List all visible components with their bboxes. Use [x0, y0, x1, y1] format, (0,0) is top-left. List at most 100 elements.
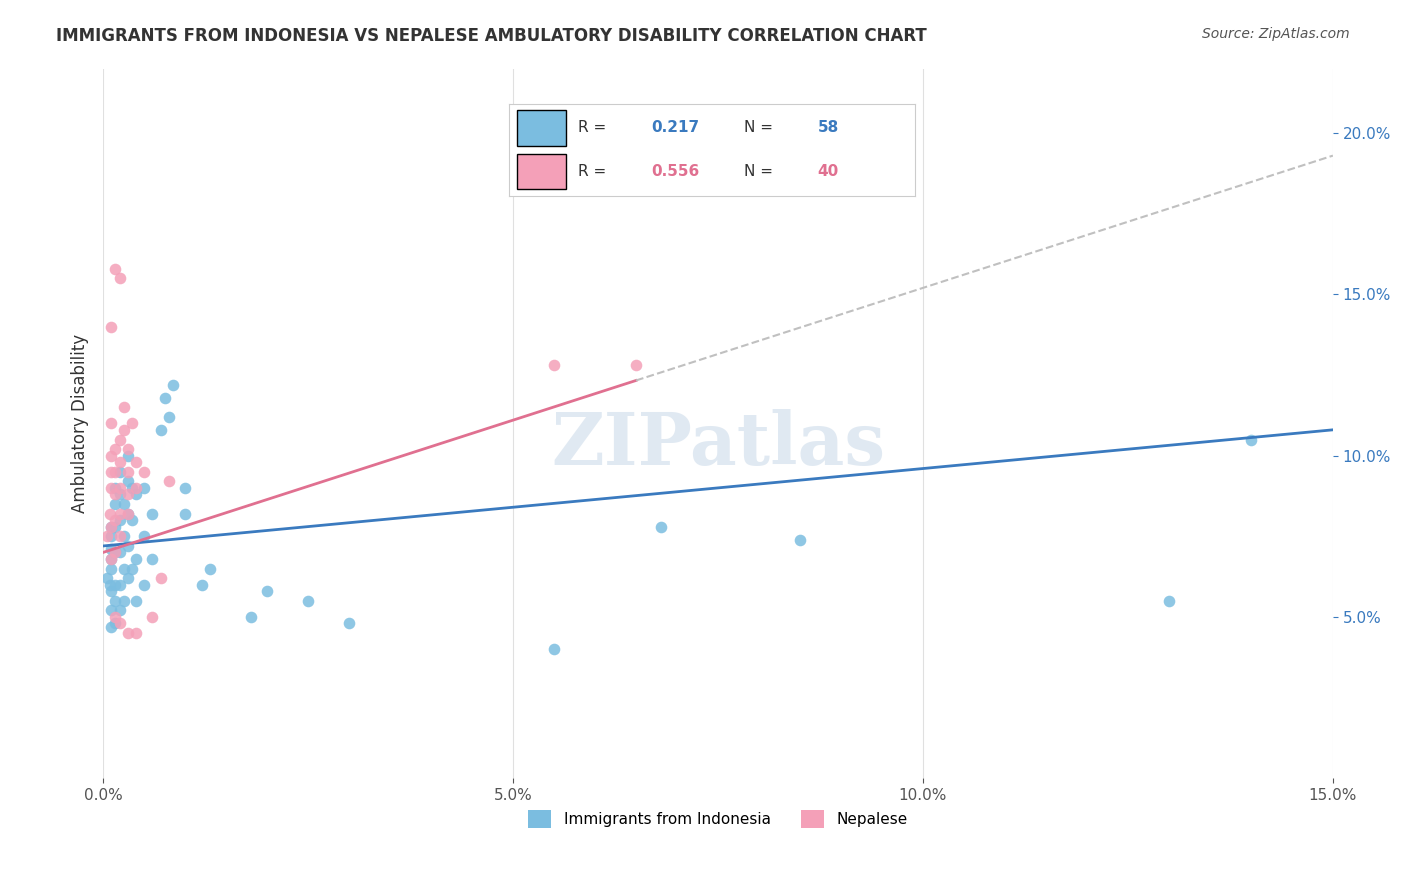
- Point: [100, 542, 122, 557]
- Point: [112, 423, 135, 437]
- Point: [141, 610, 163, 624]
- Point: [108, 433, 131, 447]
- Point: [121, 513, 143, 527]
- Point: [117, 507, 139, 521]
- Point: [121, 481, 143, 495]
- Point: [162, 377, 184, 392]
- Point: [121, 561, 143, 575]
- Point: [104, 519, 127, 533]
- Point: [104, 497, 127, 511]
- Point: [104, 577, 127, 591]
- Point: [96, 571, 118, 585]
- Point: [157, 475, 180, 489]
- Point: [104, 481, 127, 495]
- Point: [112, 594, 135, 608]
- Point: [112, 401, 135, 415]
- Point: [543, 642, 565, 657]
- Text: ZIPatlas: ZIPatlas: [551, 409, 886, 480]
- Point: [117, 449, 139, 463]
- Point: [108, 529, 131, 543]
- Y-axis label: Ambulatory Disability: Ambulatory Disability: [72, 334, 89, 513]
- Point: [117, 571, 139, 585]
- Point: [108, 481, 131, 495]
- Point: [198, 561, 221, 575]
- Point: [650, 519, 672, 533]
- Point: [157, 409, 180, 424]
- Point: [117, 507, 139, 521]
- Point: [100, 449, 122, 463]
- Point: [104, 594, 127, 608]
- Point: [149, 423, 172, 437]
- Point: [117, 626, 139, 640]
- Point: [117, 487, 139, 501]
- Point: [98, 507, 121, 521]
- Point: [239, 610, 262, 624]
- Point: [108, 513, 131, 527]
- Point: [117, 475, 139, 489]
- Point: [543, 359, 565, 373]
- Point: [117, 539, 139, 553]
- Point: [174, 507, 197, 521]
- Point: [100, 552, 122, 566]
- Point: [104, 610, 127, 624]
- Point: [108, 616, 131, 631]
- Point: [121, 417, 143, 431]
- Point: [153, 391, 176, 405]
- Point: [134, 577, 156, 591]
- Point: [125, 455, 148, 469]
- Point: [149, 571, 172, 585]
- Point: [190, 577, 212, 591]
- Point: [125, 626, 148, 640]
- Point: [125, 594, 148, 608]
- Point: [117, 465, 139, 479]
- Point: [104, 513, 127, 527]
- Point: [141, 552, 163, 566]
- Point: [112, 529, 135, 543]
- Point: [112, 561, 135, 575]
- Point: [125, 487, 148, 501]
- Point: [108, 507, 131, 521]
- Point: [96, 529, 118, 543]
- Point: [104, 442, 127, 457]
- Point: [100, 465, 122, 479]
- Point: [297, 594, 319, 608]
- Point: [174, 481, 197, 495]
- Point: [134, 529, 156, 543]
- Point: [134, 481, 156, 495]
- Point: [112, 497, 135, 511]
- Point: [100, 552, 122, 566]
- Point: [108, 271, 131, 285]
- Point: [108, 577, 131, 591]
- Text: IMMIGRANTS FROM INDONESIA VS NEPALESE AMBULATORY DISABILITY CORRELATION CHART: IMMIGRANTS FROM INDONESIA VS NEPALESE AM…: [56, 27, 927, 45]
- Point: [104, 545, 127, 559]
- Point: [104, 261, 127, 276]
- Point: [134, 465, 156, 479]
- Point: [108, 487, 131, 501]
- Text: Source: ZipAtlas.com: Source: ZipAtlas.com: [1202, 27, 1350, 41]
- Point: [100, 519, 122, 533]
- Point: [100, 529, 122, 543]
- Point: [100, 584, 122, 599]
- Point: [100, 603, 122, 617]
- Point: [100, 619, 122, 633]
- Point: [108, 455, 131, 469]
- Point: [108, 465, 131, 479]
- Point: [789, 533, 811, 547]
- Point: [117, 442, 139, 457]
- Point: [108, 545, 131, 559]
- Point: [100, 481, 122, 495]
- Point: [1240, 433, 1263, 447]
- Point: [104, 545, 127, 559]
- Point: [125, 481, 148, 495]
- Point: [256, 584, 278, 599]
- Point: [100, 417, 122, 431]
- Point: [100, 561, 122, 575]
- Point: [141, 507, 163, 521]
- Point: [98, 577, 121, 591]
- Legend: Immigrants from Indonesia, Nepalese: Immigrants from Indonesia, Nepalese: [523, 804, 914, 834]
- Point: [100, 319, 122, 334]
- Point: [104, 465, 127, 479]
- Point: [337, 616, 360, 631]
- Point: [624, 359, 647, 373]
- Point: [100, 519, 122, 533]
